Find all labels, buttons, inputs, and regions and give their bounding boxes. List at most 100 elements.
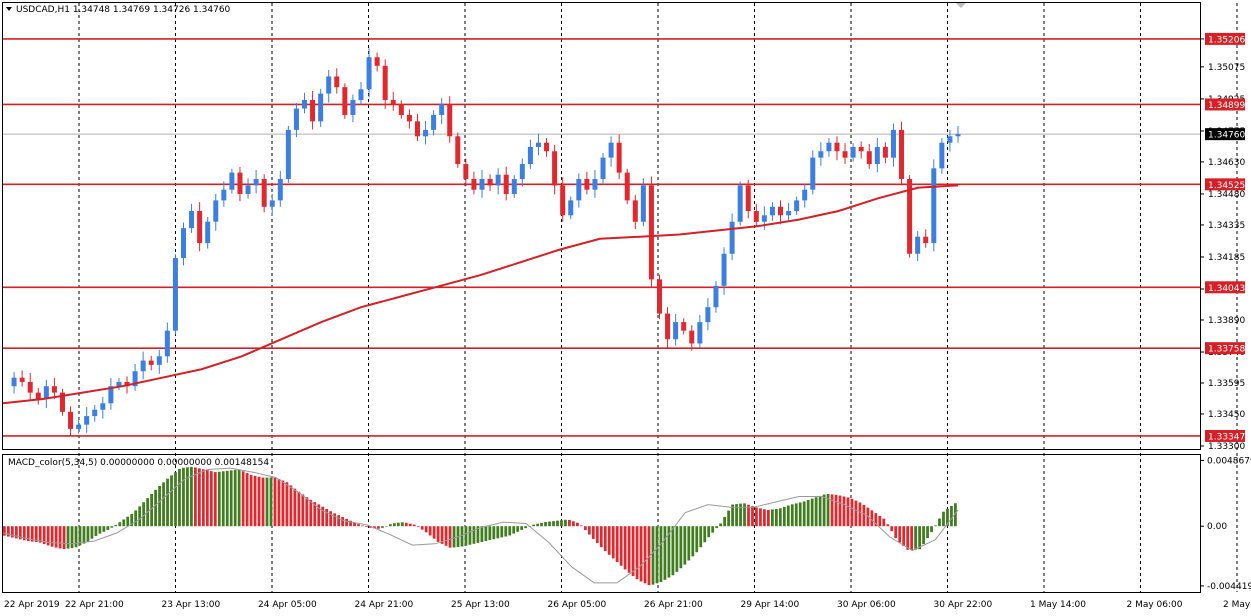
macd-bar [154,489,157,527]
macd-bar [277,479,281,527]
candle-body [713,285,719,308]
price-tick-label: 1.34630 [1208,158,1245,168]
candle-body [826,142,832,152]
candle-body [100,403,106,410]
macd-bar [377,526,380,529]
candle-body [923,236,929,244]
macd-bar [408,523,412,527]
candle-body [673,322,679,340]
candle-body [213,200,219,222]
candle-body [197,211,203,244]
macd-bar [385,526,388,527]
macd-bar [78,526,82,546]
macd-bar [102,526,106,532]
macd-bar [846,497,850,527]
time-tick-label: 22 Apr 21:00 [65,600,124,610]
candle-body [148,360,154,365]
candle-body [285,129,291,180]
symbol-dropdown-icon[interactable] [6,7,12,11]
macd-bar [655,526,659,584]
macd-bar [194,467,197,527]
level-tag-bg [1205,342,1245,355]
macd-bar [14,526,18,539]
macd-bar [420,526,424,530]
candle-body [624,172,630,201]
scroll-marker-icon[interactable] [956,3,966,8]
candle-body [27,381,33,393]
candles [11,48,961,437]
candle-body [132,371,138,387]
macd-bar [357,524,360,527]
macd-bar [782,506,786,527]
macd-bar [512,526,516,534]
candle-body [108,386,114,404]
price-tick-label: 1.33450 [1208,410,1245,420]
macd-bar [882,518,886,527]
candle-body [882,146,888,158]
candle-body [431,114,437,130]
candle-body [640,185,646,222]
candle-body [648,185,654,280]
time-tick-label: 26 Apr 05:00 [548,600,607,610]
candle-body [76,424,82,429]
macd-bar [26,526,30,542]
macd-bar [524,526,528,529]
macd-bar [842,496,846,527]
candle-body [786,211,792,216]
macd-bar [400,522,404,527]
macd-bar [540,522,543,527]
price-tick-label: 1.33890 [1208,316,1245,326]
candle-body [116,381,122,387]
macd-bar [595,526,599,544]
macd-bar [878,515,882,527]
macd-bar [134,510,138,527]
macd-bar [866,507,870,527]
macd-bar [396,522,400,527]
macd-bar [826,493,830,527]
macd-bar [687,526,691,561]
candle-body [503,174,509,194]
macd-bar [440,526,444,544]
macd-bar [806,500,810,527]
candle-body [455,136,461,165]
candle-body [342,87,348,115]
candle-body [221,189,227,201]
macd-tick-label: 0.0048679 [1207,456,1251,466]
vertical-grid [78,3,1238,592]
candle-body [269,200,275,207]
macd-bar [934,525,937,527]
macd-bar [361,525,364,527]
macd-bar [297,491,301,527]
macd-bar [938,518,941,527]
macd-bar [321,506,325,527]
macd-bar [922,526,925,545]
candle-body [874,146,880,165]
macd-bar [675,526,679,572]
macd-bar [444,526,448,546]
macd-bar [635,526,639,580]
macd-bar [285,482,289,527]
macd-bar [305,497,309,527]
price-tick-label: 1.34335 [1208,221,1245,231]
macd-bar [850,498,854,527]
candle-body [237,172,243,194]
macd-header: MACD_color(5,34,5) 0.00000000 0.00000000… [8,458,269,468]
candle-body [592,179,598,190]
macd-bar [432,526,436,539]
macd-bar [556,520,559,527]
macd-bar [950,505,953,527]
macd-bar [576,522,579,527]
candle-body [810,157,816,190]
macd-bar [221,471,225,527]
macd-bar [213,472,217,527]
macd-bar [94,526,98,536]
candle-body [390,99,396,105]
macd-bar [492,526,496,540]
candle-body [544,142,550,152]
macd-bar [174,472,177,527]
macd-bar [798,502,802,527]
candle-body [398,104,404,115]
level-tags: 1.35206 1.34899 1.34525 1.34043 1.33758 1.333… [1205,32,1245,442]
macd-bar [74,526,78,548]
